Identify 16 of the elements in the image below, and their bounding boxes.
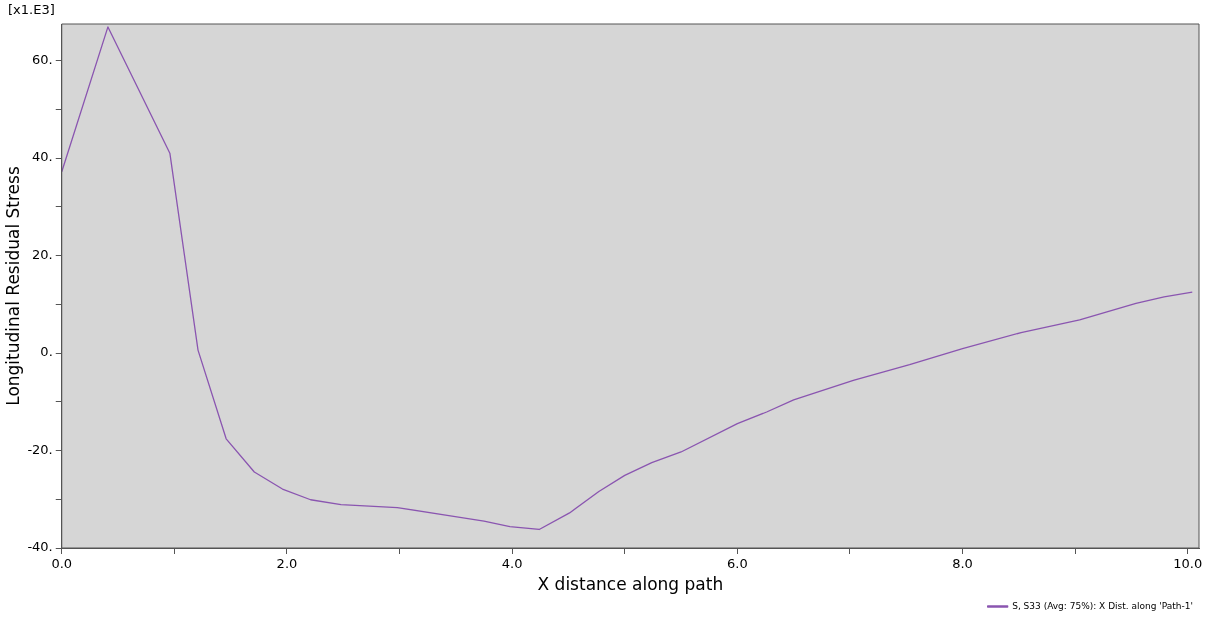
- y-axis-title: Longitudinal Residual Stress: [2, 166, 23, 406]
- legend-label: S, S33 (Avg: 75%): X Dist. along 'Path-1': [1012, 600, 1194, 611]
- x-tick-label: 0.0: [51, 556, 73, 572]
- x-tick-label: 2.0: [276, 556, 298, 572]
- y-tick-label: 60.: [32, 51, 53, 67]
- x-tick-label: 4.0: [501, 556, 523, 572]
- text: [x1.E3]: [8, 1, 55, 17]
- x-tick-label: 6.0: [727, 556, 748, 572]
- y-tick-label: -20.: [27, 441, 53, 457]
- x-axis-title: X distance along path: [537, 574, 724, 595]
- x-tick-label: 8.0: [952, 556, 973, 572]
- y-tick-label: 40.: [32, 149, 53, 165]
- y-tick-label: 20.: [32, 246, 53, 262]
- y-tick-label: -40.: [27, 539, 53, 555]
- y-tick-label: 0.: [40, 344, 53, 360]
- x-tick-label: 10.0: [1173, 556, 1203, 572]
